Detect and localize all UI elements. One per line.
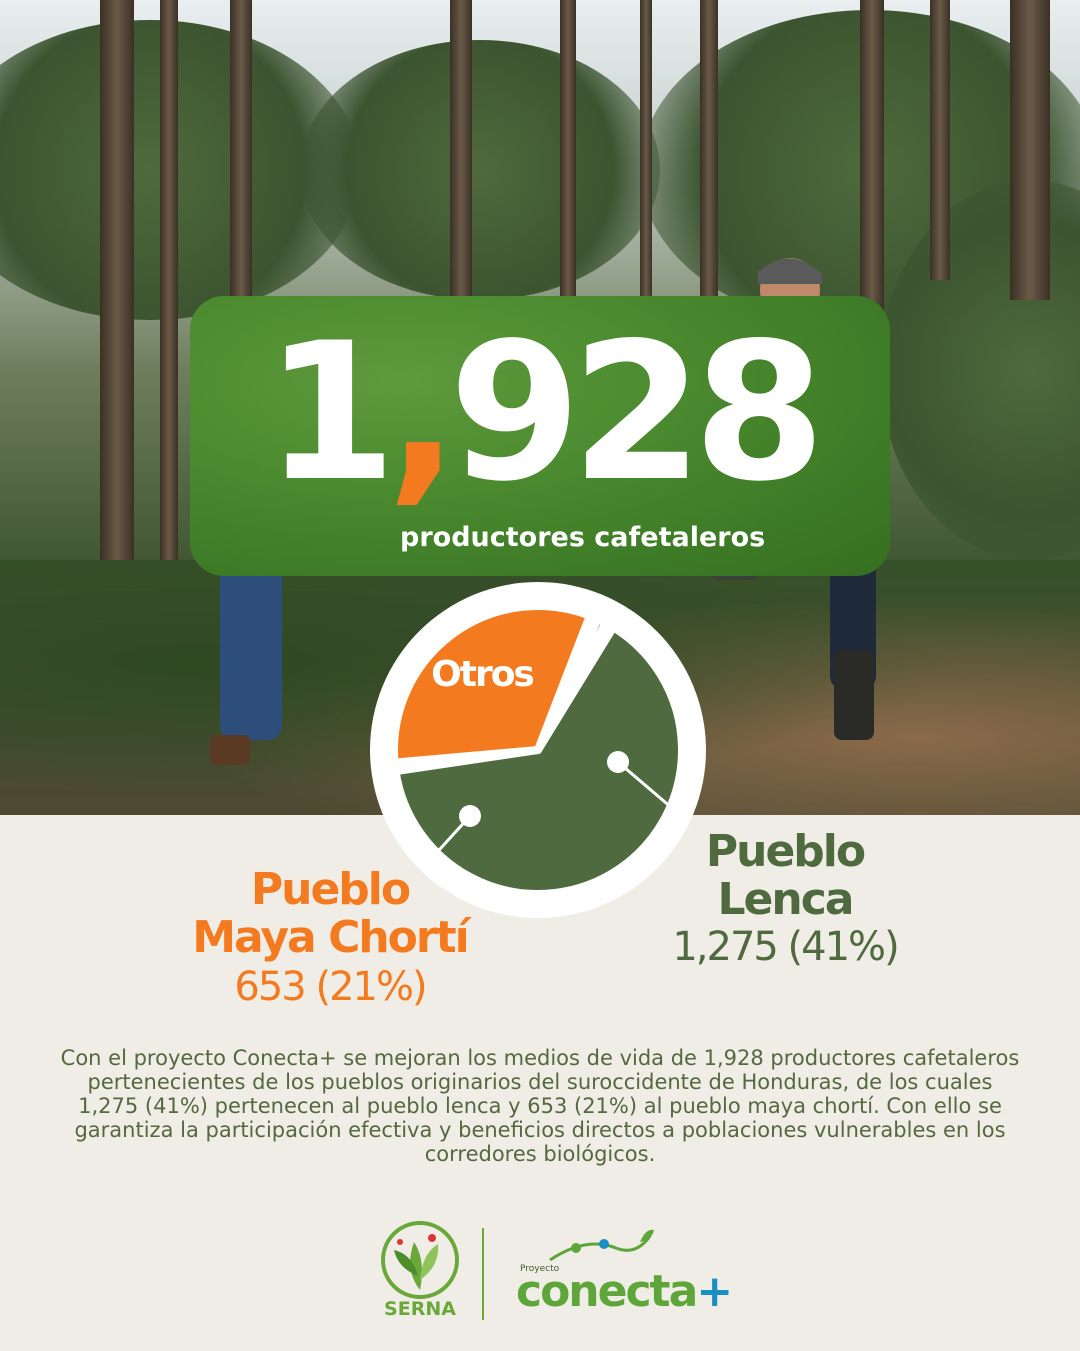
headline-card	[190, 296, 890, 576]
label-maya-chorti: Pueblo Maya Chortí	[192, 864, 469, 963]
pie-chart: Otros	[346, 582, 730, 918]
pointer-lenca-dot	[607, 751, 629, 773]
pointer-maya-dot	[459, 805, 481, 827]
logos-row: SERNA Proyecto conecta+	[360, 1220, 740, 1330]
conecta-logo-icon	[549, 1229, 654, 1262]
pie-svg: Otros	[370, 582, 706, 918]
headline-subtitle: productores cafetaleros	[400, 522, 766, 553]
pie-slice-pueblo-maya-chortí	[390, 602, 594, 767]
pie-label-otros: Otros	[431, 654, 533, 695]
pointer-lenca-line	[617, 760, 687, 822]
value-maya-chorti: 653 (21%)	[234, 964, 427, 1010]
logo-divider	[482, 1228, 484, 1320]
label-lenca: Pueblo Lenca	[705, 826, 866, 925]
headline-comma: ,	[386, 302, 459, 523]
serna-logo-icon	[381, 1221, 459, 1299]
pie-slice-otros	[534, 615, 610, 754]
conecta-plus: +	[696, 1266, 733, 1317]
conecta-logo-text: conecta+	[516, 1266, 733, 1317]
value-lenca: 1,275 (41%)	[672, 924, 899, 970]
serna-logo-text: SERNA	[384, 1298, 456, 1320]
description-text: Con el proyecto Conecta+ se mejoran los …	[60, 1046, 1020, 1166]
forest-photo	[0, 0, 1080, 815]
pie-slice-pueblo-lenca	[391, 623, 686, 898]
conecta-logo-prefix: Proyecto	[520, 1264, 560, 1274]
headline-number: 1,928	[264, 302, 826, 523]
